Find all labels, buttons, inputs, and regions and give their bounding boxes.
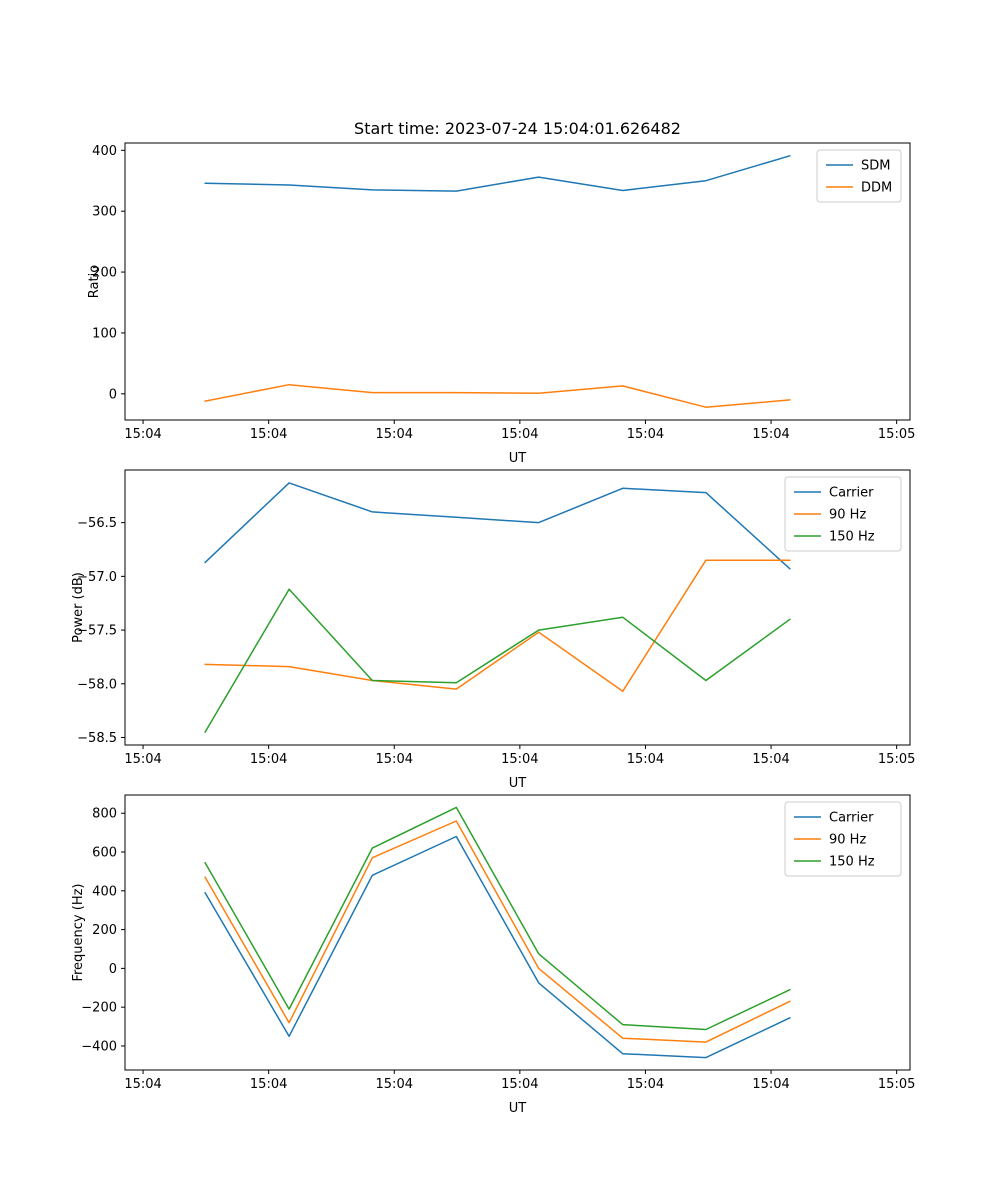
x-tick-label: 15:04 [250,1077,287,1092]
y-tick-label: 800 [92,807,117,822]
x-tick-label: 15:05 [878,427,915,442]
series-line-ddm [204,383,791,408]
y-tick-label: −56.5 [77,516,117,531]
series-line-carrier [204,482,791,570]
y-tick-label: 200 [92,923,117,938]
y-tick-label: −57.5 [77,624,117,639]
y-axis-label: Ratio [87,265,102,298]
x-tick-label: 15:04 [501,1077,538,1092]
y-tick-label: −58.0 [77,677,117,692]
x-tick-label: 15:04 [752,427,789,442]
series-line-150-hz [204,588,791,733]
series-line-sdm [204,155,791,192]
y-tick-label: 300 [92,205,117,220]
legend-label: SDM [861,159,890,174]
x-tick-label: 15:04 [376,1077,413,1092]
y-tick-label: 200 [92,266,117,281]
legend-label: 150 Hz [829,530,875,545]
y-tick-label: 0 [109,387,117,402]
x-axis-label: UT [509,451,527,466]
legend-label: 90 Hz [829,508,866,523]
y-axis-label: Frequency (Hz) [71,883,86,981]
y-tick-label: 400 [92,884,117,899]
y-tick-label: 100 [92,326,117,341]
y-tick-label: −58.5 [77,731,117,746]
x-tick-label: 15:04 [376,427,413,442]
figure-title: Start time: 2023-07-24 15:04:01.626482 [354,119,681,138]
x-tick-label: 15:04 [501,752,538,767]
legend-label: 150 Hz [829,855,875,870]
series-line-150-hz [204,806,791,1031]
x-tick-label: 15:04 [627,752,664,767]
y-tick-label: −200 [81,1001,117,1016]
x-axis-label: UT [509,776,527,791]
y-tick-label: 0 [109,962,117,977]
x-tick-label: 15:04 [124,1077,161,1092]
axes-frame-0 [124,142,911,421]
x-tick-label: 15:04 [752,752,789,767]
x-tick-label: 15:04 [752,1077,789,1092]
legend-box [784,801,902,877]
series-line-90-hz [204,559,791,693]
series-line-carrier [204,835,791,1059]
x-tick-label: 15:04 [250,427,287,442]
x-tick-label: 15:04 [376,752,413,767]
legend-label: DDM [861,181,892,196]
x-tick-label: 15:04 [250,752,287,767]
x-axis-label: UT [509,1101,527,1116]
x-tick-label: 15:04 [124,752,161,767]
legend-label: Carrier [829,486,874,501]
x-tick-label: 15:05 [878,1077,915,1092]
axes-frame-2 [124,794,911,1071]
y-tick-label: −400 [81,1039,117,1054]
x-tick-label: 15:05 [878,752,915,767]
y-tick-label: −57.0 [77,570,117,585]
y-axis-label: Power (dB) [71,572,86,643]
legend-box [784,476,902,552]
axes-frame-1 [124,469,911,746]
y-tick-label: 600 [92,846,117,861]
x-tick-label: 15:04 [627,1077,664,1092]
y-tick-label: 400 [92,144,117,159]
series-line-90-hz [204,820,791,1043]
x-tick-label: 15:04 [627,427,664,442]
legend-box [816,149,902,203]
legend-label: 90 Hz [829,833,866,848]
x-tick-label: 15:04 [124,427,161,442]
legend-label: Carrier [829,811,874,826]
x-tick-label: 15:04 [501,427,538,442]
